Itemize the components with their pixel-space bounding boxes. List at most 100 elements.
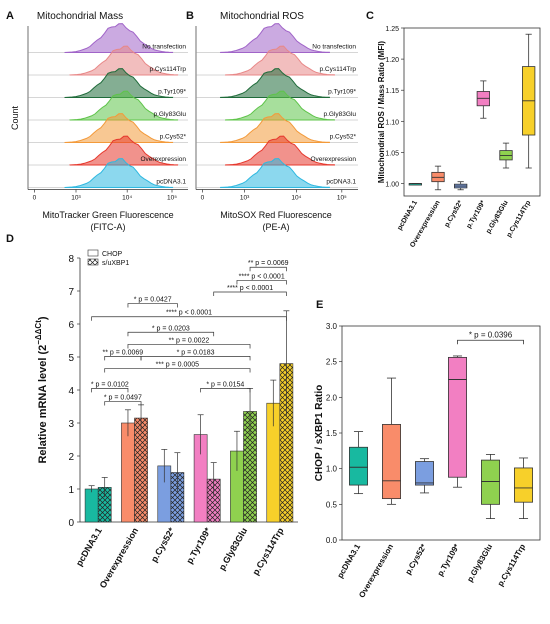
significance-label: * p = 0.0183 — [177, 349, 215, 356]
y-tick-label: 3 — [68, 419, 74, 430]
bar-hatch — [98, 487, 112, 522]
bar — [84, 488, 99, 523]
category-label: pcDNA3.1 — [74, 526, 104, 568]
category-label: p.Cys114Trp — [250, 526, 285, 577]
bar-hatch — [134, 418, 148, 522]
significance-label: * p = 0.0396 — [469, 330, 513, 339]
histogram-tick-label: 10⁵ — [337, 195, 347, 202]
panel-b-title: Mitochondrial ROS — [220, 11, 304, 22]
y-tick-label: 0.0 — [326, 536, 338, 545]
histogram-tick-label: 0 — [33, 195, 37, 202]
significance-bracket — [104, 368, 251, 373]
legend-swatch — [87, 249, 99, 257]
legend-hatch — [88, 259, 98, 265]
panel-e-letter: E — [316, 299, 323, 311]
category-label: p.Tyr109* — [466, 199, 488, 230]
y-tick-label: 1.15 — [385, 88, 399, 95]
histogram-track-label: p.Tyr109* — [158, 89, 186, 96]
histogram-curve — [64, 23, 174, 53]
histogram-track-label: pcDNA3.1 — [156, 179, 186, 186]
y-tick-label: 5 — [68, 353, 74, 364]
histogram-tick-label: 10⁴ — [291, 195, 301, 202]
histogram-stack-b: No transfection p.Cys114Trp p.Tyr109* p.Gly… — [195, 23, 358, 202]
y-tick-label: 0 — [68, 518, 74, 529]
category-label: p.Gly83Glu — [465, 542, 494, 583]
y-tick-label: 1.05 — [385, 150, 399, 157]
significance-label: **** p < 0.0001 — [166, 310, 212, 317]
significance-bracket — [236, 280, 287, 285]
category-label: p.Gly83Glu — [485, 200, 510, 236]
histogram-tick-label: 10⁵ — [167, 195, 177, 202]
y-tick-label: 1 — [68, 485, 74, 496]
box — [349, 446, 368, 486]
category-label: p.Gly83Glu — [217, 526, 249, 572]
y-tick-label: 8 — [68, 254, 74, 265]
histogram-tick-label: 10³ — [240, 195, 250, 202]
panel-c-letter: C — [366, 10, 374, 22]
category-label: p.Tyr109* — [436, 542, 462, 578]
significance-label: ** p = 0.0022 — [169, 337, 210, 344]
bar-hatch — [279, 363, 293, 522]
significance-label: * p = 0.0203 — [152, 325, 190, 332]
histogram-curve — [64, 158, 174, 188]
y-tick-label: 1.00 — [385, 182, 399, 189]
plot-frame — [403, 27, 541, 197]
histogram-curve — [224, 45, 336, 76]
bar — [121, 422, 135, 523]
y-tick-label: 1.20 — [385, 57, 399, 64]
significance-bracket — [140, 355, 251, 361]
histogram-track-label: pcDNA3.1 — [326, 179, 356, 186]
panel-a-ylabel: Count — [10, 106, 20, 131]
histogram-track-label: Overexpression — [310, 156, 356, 163]
y-tick-label: 2.5 — [326, 358, 338, 367]
y-tick-label: 1.0 — [326, 465, 338, 474]
panel-a-title: Mitochondrial Mass — [37, 11, 123, 22]
histogram-tick-label: 10³ — [71, 195, 81, 202]
histogram-curve — [64, 68, 174, 98]
category-label: p.Cys52* — [444, 199, 465, 228]
y-axis-label-close: ) — [37, 316, 49, 320]
panel-b: B Mitochondrial ROS No transfection p.Cys… — [186, 10, 358, 232]
y-tick-label: 0.5 — [326, 500, 338, 509]
panel-a: A Mitochondrial Mass Count No transfecti… — [6, 10, 188, 232]
category-label: p.Cys114Trp — [506, 200, 533, 239]
y-tick-label: 6 — [68, 320, 74, 331]
significance-label: **** p < 0.0001 — [239, 273, 285, 280]
significance-label: * p = 0.0154 — [206, 381, 244, 388]
histogram-tick-label: 10⁴ — [122, 195, 132, 202]
panel-b-xlabel-1: MitoSOX Red Fluorescence — [220, 210, 332, 220]
y-axis-label: CHOP / sXBP1 Ratio — [314, 385, 325, 482]
panel-a-xlabel-2: (FITC-A) — [91, 222, 126, 232]
box — [382, 424, 401, 500]
significance-label: * p = 0.0497 — [104, 395, 142, 402]
significance-label: **** p < 0.0001 — [227, 285, 273, 292]
significance-bracket — [249, 266, 287, 272]
box — [514, 467, 533, 503]
histogram-curve — [64, 113, 174, 143]
histogram-curve — [69, 135, 179, 166]
histogram-track-label: p.Gly83Glu — [323, 111, 356, 118]
significance-label: * p = 0.0102 — [91, 381, 129, 388]
histogram-curve — [219, 158, 331, 188]
y-axis-label-sup: −ΔΔCt — [34, 320, 43, 345]
histogram-curve — [219, 68, 331, 98]
box — [448, 356, 467, 478]
legend-label: CHOP — [102, 251, 123, 258]
panel-b-letter: B — [186, 10, 194, 22]
y-axis-label: Mitochondrial ROS / Mass Ratio (MFI) — [377, 41, 386, 184]
panel-a-xlabel-1: MitoTracker Green Fluorescence — [42, 210, 173, 220]
panel-c: C 1.001.051.101.151.201.25pcDNA3.1Overex… — [366, 10, 541, 249]
category-label: p.Tyr109* — [184, 526, 213, 566]
significance-bracket — [127, 331, 215, 337]
significance-label: ** p = 0.0069 — [248, 260, 289, 267]
histogram-track-label: p.Cys52* — [330, 134, 357, 141]
panel-a-letter: A — [6, 10, 14, 22]
bar-hatch — [243, 411, 257, 522]
histogram-track-label: Overexpression — [140, 156, 186, 163]
panel-b-xlabel-2: (PE-A) — [263, 222, 290, 232]
histogram-curve — [69, 45, 179, 76]
category-label: pcDNA3.1 — [336, 542, 363, 580]
histogram-curve — [219, 23, 331, 53]
